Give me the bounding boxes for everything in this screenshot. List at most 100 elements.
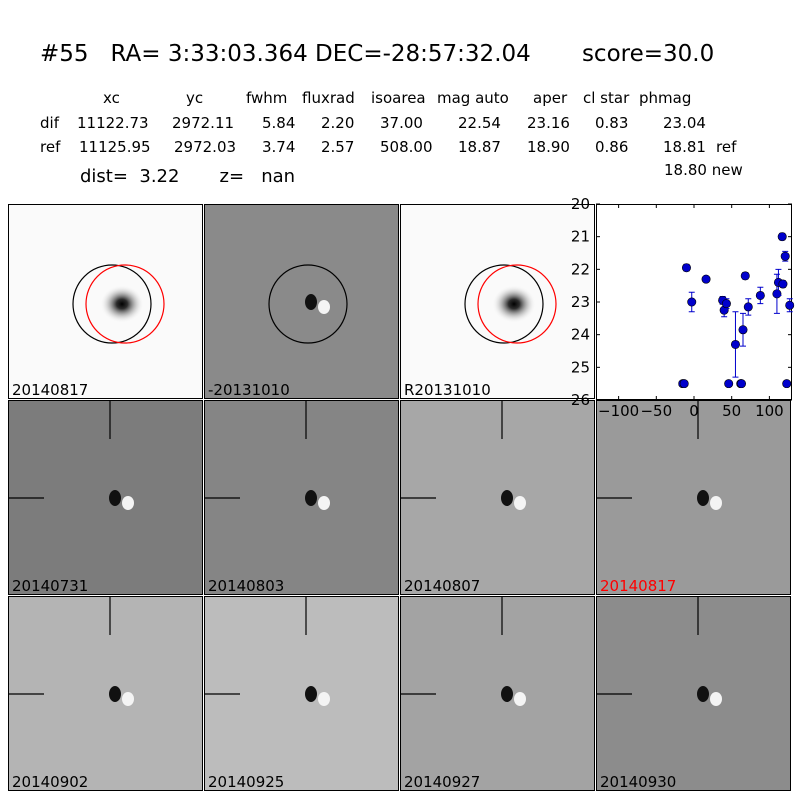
panel-date-label: 20140902 xyxy=(12,773,89,791)
table-cell: 0.83 xyxy=(595,114,629,132)
table-cell: 508.00 xyxy=(380,138,433,156)
bright-residual xyxy=(122,692,134,706)
data-point xyxy=(778,232,786,240)
x-tick-label: 100 xyxy=(755,402,784,420)
column-header: isoarea xyxy=(371,89,426,107)
panel-image xyxy=(597,597,722,706)
table-cell: 3.74 xyxy=(262,138,296,156)
table-cell: 22.54 xyxy=(458,114,501,132)
table-cell: 2.57 xyxy=(321,138,355,156)
data-point xyxy=(744,303,752,311)
light-curve-chart: 20 21 22 23 24 25 26 −100 −50 0 50 100 xyxy=(571,195,793,420)
data-point xyxy=(731,340,739,348)
data-point xyxy=(737,379,745,387)
table-cell: 11125.95 xyxy=(79,138,151,156)
dark-residual xyxy=(697,686,709,702)
table-cell: 2972.11 xyxy=(172,114,235,132)
data-point xyxy=(724,379,732,387)
bright-residual xyxy=(514,496,526,510)
dark-residual xyxy=(305,294,317,310)
column-header: fluxrad xyxy=(302,89,355,107)
black-aperture-circle xyxy=(268,264,348,344)
panel-date-label: 20140817 xyxy=(12,381,89,399)
panel-date-label: 20140930 xyxy=(600,773,677,791)
data-point xyxy=(783,379,791,387)
column-header: mag auto xyxy=(437,89,509,107)
dark-residual xyxy=(501,490,513,506)
column-header: yc xyxy=(186,89,204,107)
data-point xyxy=(722,299,730,307)
image-panel: 20140817 xyxy=(8,204,203,399)
data-point xyxy=(702,275,710,283)
phmag-new-label: 18.80 new xyxy=(664,161,743,179)
panel-image xyxy=(205,597,330,706)
panel-image xyxy=(205,401,330,510)
table-cell: 18.81 xyxy=(663,138,706,156)
table-cell: 23.16 xyxy=(527,114,570,132)
star-source xyxy=(100,285,144,323)
y-tick-label: 26 xyxy=(571,391,590,409)
dark-residual xyxy=(305,686,317,702)
bright-residual xyxy=(122,496,134,510)
panel-image xyxy=(401,401,526,510)
data-point xyxy=(756,291,764,299)
y-tick-label: 20 xyxy=(571,195,590,213)
dark-residual xyxy=(697,490,709,506)
y-tick-label: 22 xyxy=(571,260,590,278)
image-panel: -20131010 xyxy=(204,204,399,399)
black-aperture-circle xyxy=(72,264,152,344)
black-aperture-circle xyxy=(464,264,544,344)
image-panel: 20140927 xyxy=(400,596,595,791)
image-panel: 20140807 xyxy=(400,400,595,595)
panel-image xyxy=(268,264,348,344)
table-cell: 23.04 xyxy=(663,114,706,132)
panel-date-label: 20140927 xyxy=(404,773,481,791)
bright-residual xyxy=(318,300,330,314)
table-cell: 0.86 xyxy=(595,138,629,156)
panel-date-label: 20140817 xyxy=(600,577,677,595)
x-tick-label: −100 xyxy=(598,402,639,420)
image-panel: 20140803 xyxy=(204,400,399,595)
image-panel: 20140731 xyxy=(8,400,203,595)
panel-date-label: R20131010 xyxy=(404,381,491,399)
data-point xyxy=(688,298,696,306)
table-cell: 5.84 xyxy=(262,114,296,132)
image-panel: R20131010 xyxy=(400,204,595,399)
distance-line: dist= 3.22 z= nan xyxy=(80,166,296,187)
table-cell: 2972.03 xyxy=(174,138,237,156)
y-tick-label: 24 xyxy=(571,326,590,344)
image-panel: 20140817 xyxy=(596,400,791,595)
panel-date-label: 20140807 xyxy=(404,577,481,595)
data-point xyxy=(680,379,688,387)
panel-date-label: 20140803 xyxy=(208,577,285,595)
data-point xyxy=(739,326,747,334)
light-curve-svg: 20 21 22 23 24 25 26 −100 −50 0 50 100 xyxy=(571,195,793,420)
panel-date-label: 20140731 xyxy=(12,577,89,595)
panel-image xyxy=(464,264,557,344)
y-tick-label: 21 xyxy=(571,228,590,246)
page-title: #55 RA= 3:33:03.364 DEC=-28:57:32.04 sco… xyxy=(40,41,715,67)
dark-residual xyxy=(305,490,317,506)
bright-residual xyxy=(318,692,330,706)
column-header: cl star xyxy=(583,89,630,107)
table-cell: 37.00 xyxy=(380,114,423,132)
y-tick-label: 25 xyxy=(571,358,590,376)
row-suffix: ref xyxy=(716,138,737,156)
row-name: ref xyxy=(40,138,61,156)
data-series xyxy=(678,232,793,387)
bright-residual xyxy=(318,496,330,510)
data-point xyxy=(779,280,787,288)
panel-image xyxy=(72,264,165,344)
star-source xyxy=(492,285,536,323)
table-cell: 18.90 xyxy=(527,138,570,156)
data-point xyxy=(741,272,749,280)
bright-residual xyxy=(514,692,526,706)
panel-image xyxy=(9,597,134,706)
data-point xyxy=(682,264,690,272)
dark-residual xyxy=(109,686,121,702)
image-panel: 20140930 xyxy=(596,596,791,791)
row-name: dif xyxy=(40,114,59,132)
y-tick-label: 23 xyxy=(571,293,590,311)
panel-date-label: 20140925 xyxy=(208,773,285,791)
x-tick-label: 0 xyxy=(689,402,699,420)
